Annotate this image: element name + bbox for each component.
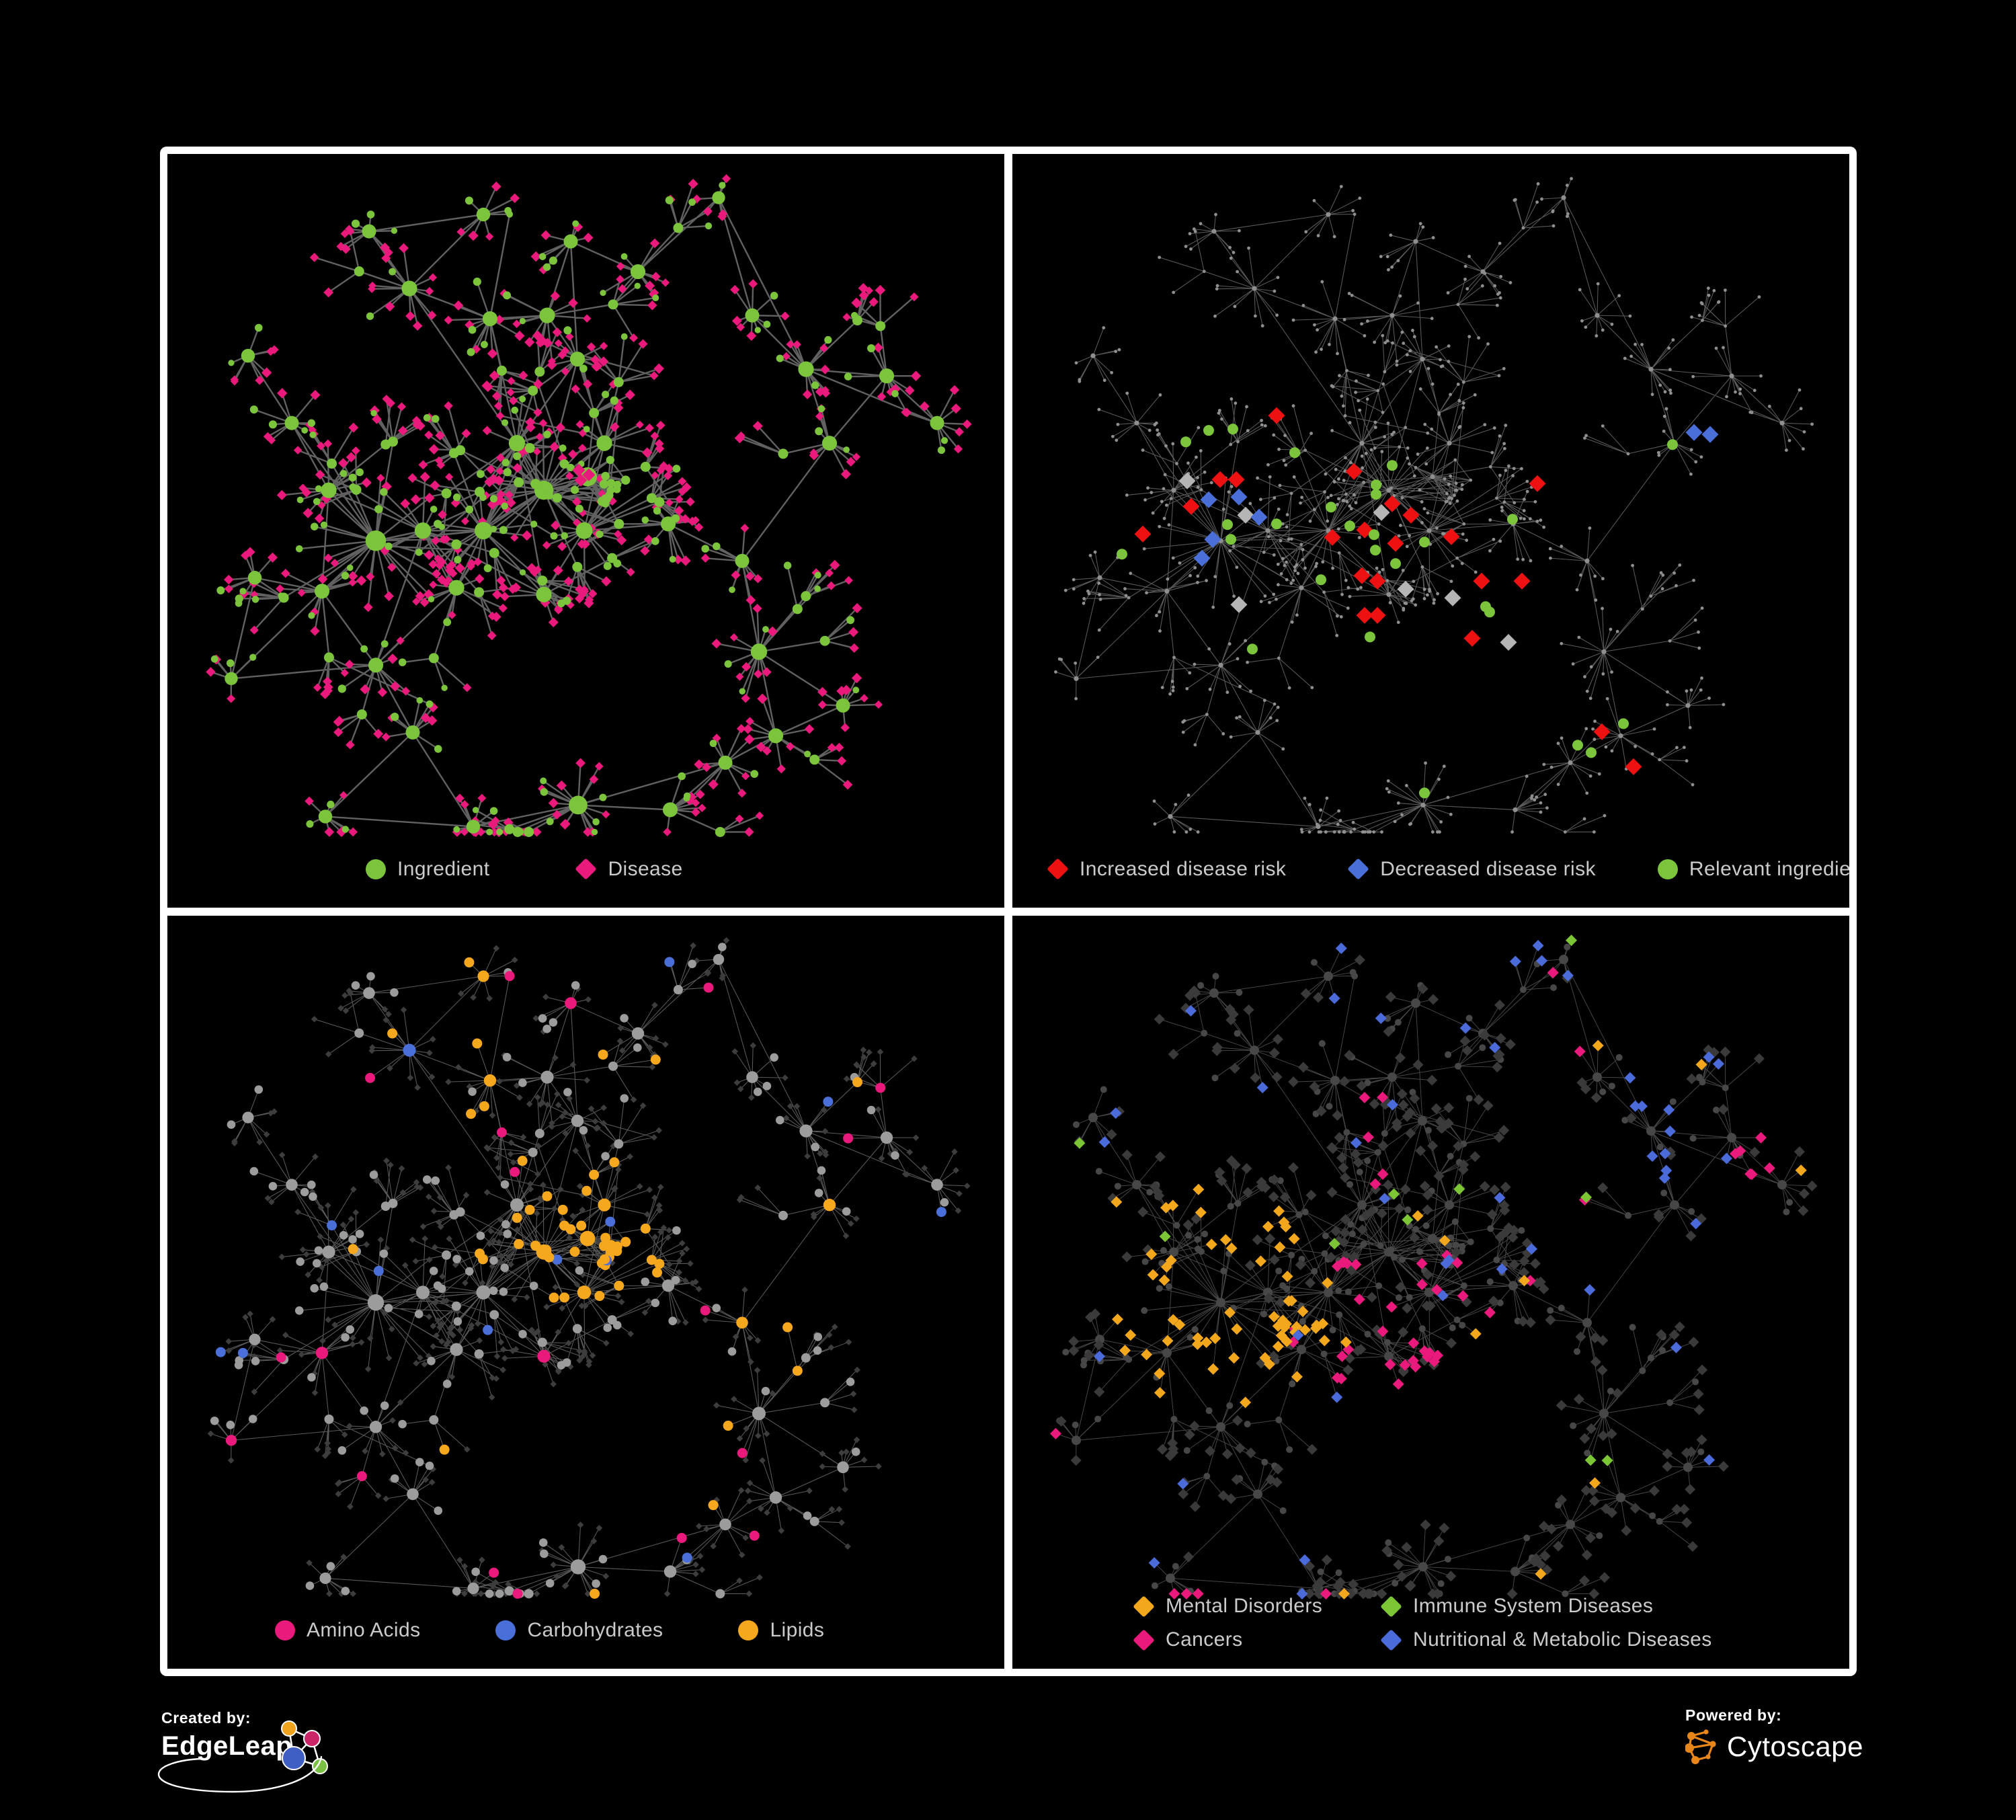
- edgeleap-swoosh: [157, 1755, 323, 1793]
- legend-item-increased-disease-risk: Increased disease risk: [1047, 858, 1286, 881]
- panel-disease-risk: Increased disease risk Decreased disease …: [1012, 154, 1849, 908]
- legend-label: Decreased disease risk: [1380, 857, 1596, 880]
- powered-by-block: Powered by: Cytoscape: [1685, 1706, 1863, 1765]
- created-by-label: Created by:: [161, 1709, 251, 1727]
- legend-label: Immune System Diseases: [1413, 1595, 1654, 1617]
- legend-label: Disease: [608, 857, 683, 880]
- network-graph-disease-classes: [1049, 934, 1818, 1599]
- legend-item-cancers: Cancers: [1133, 1628, 1381, 1651]
- circle-swatch-icon: [1657, 859, 1678, 879]
- panel-macronutrients: Amino Acids Carbohydrates Lipids: [167, 915, 1004, 1669]
- circle-swatch-icon: [275, 1620, 295, 1640]
- circle-swatch-icon: [366, 859, 386, 879]
- diamond-swatch-icon: [1347, 858, 1370, 880]
- legend-label: Nutritional & Metabolic Diseases: [1413, 1628, 1712, 1651]
- legend-item-lipids: Lipids: [738, 1619, 824, 1642]
- cytoscape-wordmark: Cytoscape: [1727, 1731, 1863, 1762]
- cytoscape-icon: [1685, 1729, 1716, 1764]
- edgeleap-logo: EdgeLeap: [157, 1720, 328, 1793]
- circle-swatch-icon: [495, 1620, 516, 1640]
- legend-label: Amino Acids: [307, 1619, 421, 1641]
- network-graph-macronutrients: [207, 937, 971, 1599]
- legend-item-relevant-ingredient: Relevant ingredient: [1657, 857, 1849, 881]
- cytoscape-logo: Cytoscape: [1685, 1729, 1863, 1765]
- legend-item-carbohydrates: Carbohydrates: [495, 1619, 663, 1642]
- network-graph-ingredient-disease: [206, 174, 972, 838]
- legend-disease-classes: Mental Disorders Immune System Diseases Ca…: [1012, 1595, 1849, 1651]
- circle-swatch-icon: [738, 1620, 759, 1640]
- legend-item-amino-acids: Amino Acids: [275, 1619, 420, 1642]
- diamond-swatch-icon: [1380, 1628, 1402, 1651]
- legend-label: Cancers: [1166, 1628, 1243, 1651]
- legend-item-decreased-disease-risk: Decreased disease risk: [1347, 857, 1596, 881]
- legend-label: Increased disease risk: [1080, 857, 1287, 880]
- legend-label: Mental Disorders: [1166, 1595, 1323, 1617]
- panel-disease-classes: Mental Disorders Immune System Diseases Ca…: [1012, 915, 1849, 1669]
- diamond-swatch-icon: [1133, 1595, 1155, 1618]
- legend-item-ingredient: Ingredient: [366, 858, 489, 881]
- legend-label: Relevant ingredient: [1689, 857, 1849, 880]
- powered-by-label: Powered by:: [1685, 1706, 1782, 1724]
- legend-item-immune-system-diseases: Immune System Diseases: [1380, 1595, 1712, 1618]
- legend-item-nutritional-metabolic-diseases: Nutritional & Metabolic Diseases: [1380, 1628, 1712, 1651]
- legend-item-mental-disorders: Mental Disorders: [1133, 1595, 1381, 1618]
- network-graph-disease-risk: [1054, 177, 1814, 834]
- legend-ingredient-disease: Ingredient Disease: [167, 858, 1004, 881]
- created-by-block: Created by: EdgeLeap: [157, 1709, 328, 1793]
- legend-label: Lipids: [770, 1619, 825, 1641]
- legend-label: Carbohydrates: [527, 1619, 663, 1641]
- legend-macronutrients: Amino Acids Carbohydrates Lipids: [167, 1619, 1004, 1642]
- edgeleap-wordmark: EdgeLeap: [161, 1731, 293, 1761]
- edgeleap-network-icon: [281, 1720, 328, 1774]
- diamond-swatch-icon: [1133, 1628, 1155, 1651]
- diamond-swatch-icon: [1380, 1595, 1402, 1618]
- network-grid: Ingredient Disease Increased disease risk…: [160, 147, 1857, 1676]
- diamond-swatch-icon: [1047, 858, 1069, 880]
- legend-disease-risk: Increased disease risk Decreased disease …: [1012, 858, 1849, 881]
- legend-item-disease: Disease: [575, 858, 682, 881]
- diamond-swatch-icon: [575, 858, 598, 880]
- panel-ingredient-disease: Ingredient Disease: [167, 154, 1004, 908]
- legend-label: Ingredient: [397, 857, 490, 880]
